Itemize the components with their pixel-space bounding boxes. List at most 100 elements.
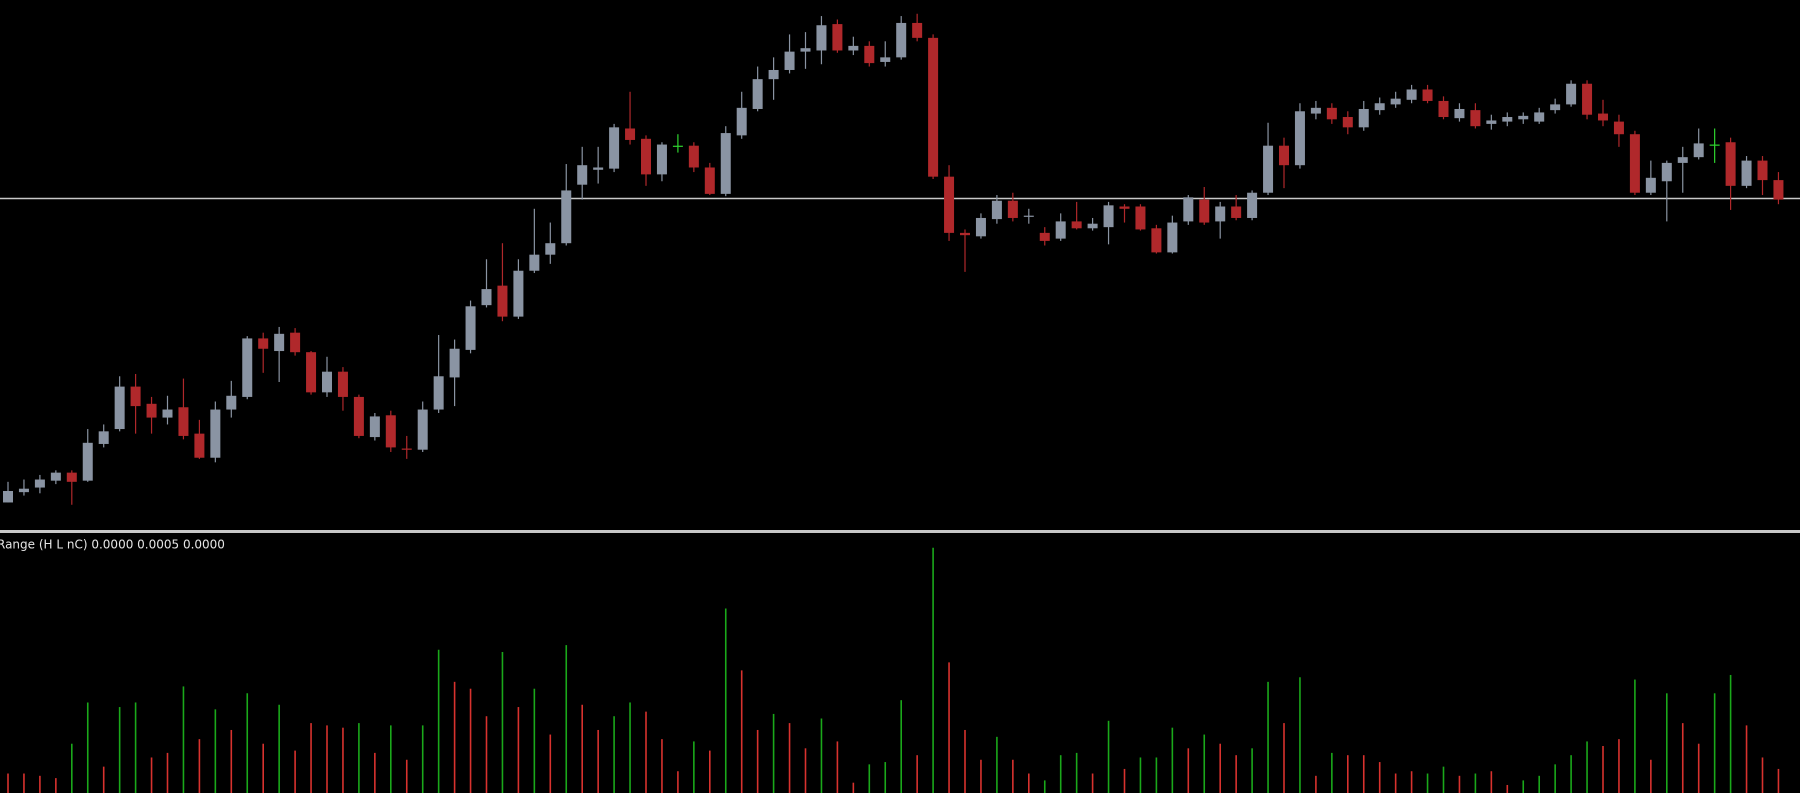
candle-body	[1167, 222, 1178, 253]
candle-body	[1645, 177, 1656, 193]
candle-body	[577, 165, 588, 185]
candle-body	[1534, 112, 1545, 122]
candle-body	[1151, 228, 1162, 253]
candle-body	[561, 190, 572, 244]
candle-body	[130, 386, 141, 407]
candle-body	[1390, 98, 1401, 105]
candle-body	[688, 145, 699, 168]
candle-body	[1358, 108, 1369, 128]
candle-body	[1470, 110, 1481, 127]
pane-separator	[0, 530, 1800, 533]
candle-body	[1566, 83, 1577, 105]
candle-body	[1135, 206, 1146, 230]
candle-body	[226, 395, 237, 410]
candle-body	[1215, 206, 1226, 222]
candle-body	[832, 24, 843, 51]
candle-body	[1199, 199, 1210, 223]
candle-body	[401, 448, 412, 450]
candle-body	[736, 107, 747, 136]
candle-body	[593, 167, 604, 170]
candle-body	[720, 133, 731, 194]
candle-body	[1183, 197, 1194, 222]
candle-body	[1629, 134, 1640, 193]
candle-body	[194, 433, 205, 458]
candle-body	[896, 22, 907, 58]
candle-body	[290, 332, 301, 353]
candle-body	[641, 138, 651, 175]
candle-body	[82, 442, 93, 481]
candle-body	[1342, 117, 1353, 128]
candle-body	[784, 51, 795, 70]
candle-body	[146, 403, 157, 418]
candle-body	[1693, 143, 1704, 158]
candle-body	[864, 45, 875, 64]
candle-body	[1454, 108, 1465, 119]
candle-body	[928, 37, 939, 177]
candle-body	[385, 415, 396, 448]
candle-body	[609, 127, 620, 169]
candle-body	[497, 285, 508, 317]
candle-body	[3, 490, 13, 503]
candle-body	[1007, 200, 1018, 218]
candle-body	[1709, 144, 1720, 146]
candle-body	[210, 409, 221, 458]
candle-body	[1406, 89, 1417, 100]
candle-body	[369, 416, 380, 438]
candle-body	[1263, 145, 1274, 193]
candle-body	[274, 333, 285, 352]
candle-body	[991, 200, 1002, 220]
candle-body	[1374, 103, 1385, 111]
candle-body	[449, 348, 460, 378]
candle-body	[1294, 111, 1305, 166]
candle-body	[816, 25, 827, 51]
candle-body	[1071, 221, 1082, 229]
candle-body	[1518, 115, 1529, 120]
candle-body	[880, 57, 891, 62]
candle-body	[656, 144, 667, 175]
candle-body	[912, 22, 923, 38]
candle-body	[545, 243, 556, 255]
candle-body	[848, 45, 859, 51]
candle-body	[1310, 107, 1321, 114]
candle-body	[1773, 180, 1784, 200]
candle-body	[1741, 160, 1752, 186]
candle-body	[34, 479, 45, 488]
candle-body	[417, 409, 428, 450]
candle-body	[242, 338, 253, 397]
candle-body	[1247, 192, 1258, 218]
candle-body	[1502, 117, 1513, 122]
candle-body	[1725, 142, 1736, 186]
candle-body	[337, 371, 348, 397]
candle-body	[322, 371, 332, 393]
candle-body	[1023, 215, 1034, 217]
candle-body	[944, 176, 955, 233]
indicator-label: Range (H L nC) 0.0000 0.0005 0.0000	[0, 538, 225, 552]
candle-body	[1582, 83, 1593, 115]
candle-body	[1055, 221, 1066, 239]
candle-body	[50, 472, 61, 481]
candle-body	[178, 407, 189, 436]
candle-body	[1422, 89, 1433, 101]
candle-body	[768, 69, 779, 80]
candle-body	[625, 128, 636, 140]
candle-body	[162, 409, 173, 418]
candle-body	[465, 306, 476, 350]
candle-body	[1103, 205, 1114, 228]
candle-body	[353, 396, 364, 436]
candle-body	[704, 167, 715, 194]
candle-body	[114, 386, 125, 430]
candle-body	[481, 289, 492, 306]
candle-body	[1087, 223, 1098, 229]
candle-body	[66, 472, 77, 482]
candle-body	[1326, 107, 1337, 120]
candle-body	[1039, 232, 1050, 241]
candle-body	[672, 145, 683, 147]
candle-body	[18, 488, 29, 493]
candle-body	[975, 217, 986, 237]
candle-body	[1231, 206, 1242, 218]
candle-body	[1677, 157, 1688, 163]
candle-body	[1661, 162, 1672, 182]
